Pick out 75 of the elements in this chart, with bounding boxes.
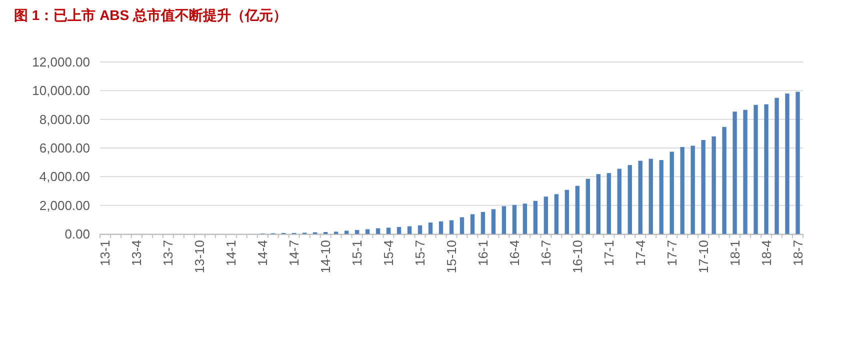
bar bbox=[764, 104, 768, 234]
x-tick-label: 15-1 bbox=[350, 240, 365, 266]
chart-title: 图 1：已上市 ABS 总市值不断提升（亿元） bbox=[14, 7, 288, 23]
bar bbox=[564, 190, 570, 234]
bar bbox=[796, 92, 800, 234]
x-tick-label: 17-10 bbox=[696, 240, 711, 274]
y-tick-label: 6,000.00 bbox=[39, 140, 90, 156]
bar bbox=[732, 112, 737, 234]
bar bbox=[722, 126, 726, 234]
bar bbox=[386, 228, 391, 234]
x-tick-label: 14-10 bbox=[318, 240, 334, 274]
bar bbox=[774, 98, 779, 234]
x-tick-label: 15-4 bbox=[381, 240, 396, 266]
bar bbox=[376, 228, 380, 234]
bar bbox=[754, 104, 758, 234]
x-tick-label: 18-1 bbox=[727, 240, 742, 266]
bar bbox=[470, 214, 475, 234]
bar bbox=[586, 178, 590, 234]
bar bbox=[491, 209, 496, 234]
bar bbox=[785, 94, 790, 234]
x-tick-label: 14-4 bbox=[255, 240, 270, 266]
x-tick-label: 15-7 bbox=[412, 240, 428, 266]
x-tick-label: 16-7 bbox=[538, 240, 554, 266]
x-tick-label: 18-4 bbox=[758, 240, 774, 266]
x-tick-label: 17-4 bbox=[632, 240, 648, 266]
bar bbox=[480, 212, 486, 234]
x-tick-label: 17-7 bbox=[664, 240, 680, 266]
bar bbox=[606, 173, 611, 234]
y-tick-label: 10,000.00 bbox=[32, 83, 90, 98]
x-tick-label: 14-1 bbox=[224, 240, 239, 266]
bar bbox=[628, 165, 632, 234]
bar bbox=[365, 229, 370, 234]
x-tick-label: 16-10 bbox=[570, 240, 585, 274]
bar bbox=[670, 152, 674, 234]
bar bbox=[544, 196, 548, 234]
bar bbox=[354, 230, 360, 234]
y-tick-label: 8,000.00 bbox=[39, 112, 90, 127]
bar bbox=[522, 204, 528, 234]
bar bbox=[533, 200, 538, 234]
bar bbox=[502, 206, 506, 234]
bar bbox=[418, 225, 422, 234]
y-tick-label: 0.00 bbox=[64, 226, 90, 242]
x-tick-label: 13-7 bbox=[160, 240, 176, 266]
bar bbox=[617, 168, 622, 234]
x-tick-label: 13-4 bbox=[129, 240, 144, 266]
bar bbox=[449, 220, 454, 234]
bar bbox=[554, 194, 559, 234]
bar bbox=[344, 230, 349, 234]
bar bbox=[712, 136, 716, 234]
y-tick-label: 4,000.00 bbox=[39, 169, 90, 184]
bar bbox=[743, 110, 748, 234]
y-tick-label: 12,000.00 bbox=[32, 54, 90, 70]
bar bbox=[407, 226, 412, 234]
bar bbox=[680, 146, 684, 234]
bar bbox=[438, 221, 444, 234]
bar bbox=[512, 204, 517, 234]
x-tick-label: 14-7 bbox=[286, 240, 302, 266]
bar bbox=[701, 140, 706, 234]
bar bbox=[638, 160, 642, 234]
bar bbox=[648, 158, 653, 234]
x-tick-label: 16-1 bbox=[475, 240, 490, 266]
x-tick-label: 13-1 bbox=[98, 240, 113, 266]
bar bbox=[575, 186, 580, 234]
bar bbox=[659, 160, 664, 234]
bar bbox=[428, 222, 433, 234]
x-tick-label: 13-10 bbox=[192, 240, 208, 274]
x-tick-label: 16-4 bbox=[506, 240, 522, 266]
x-tick-label: 15-10 bbox=[444, 240, 459, 274]
x-tick-label: 18-7 bbox=[790, 240, 806, 266]
x-tick-label: 17-1 bbox=[601, 240, 616, 266]
bar bbox=[596, 174, 600, 234]
bar bbox=[690, 146, 695, 234]
bar bbox=[396, 226, 402, 234]
bar bbox=[460, 217, 464, 234]
y-tick-label: 2,000.00 bbox=[39, 198, 90, 213]
